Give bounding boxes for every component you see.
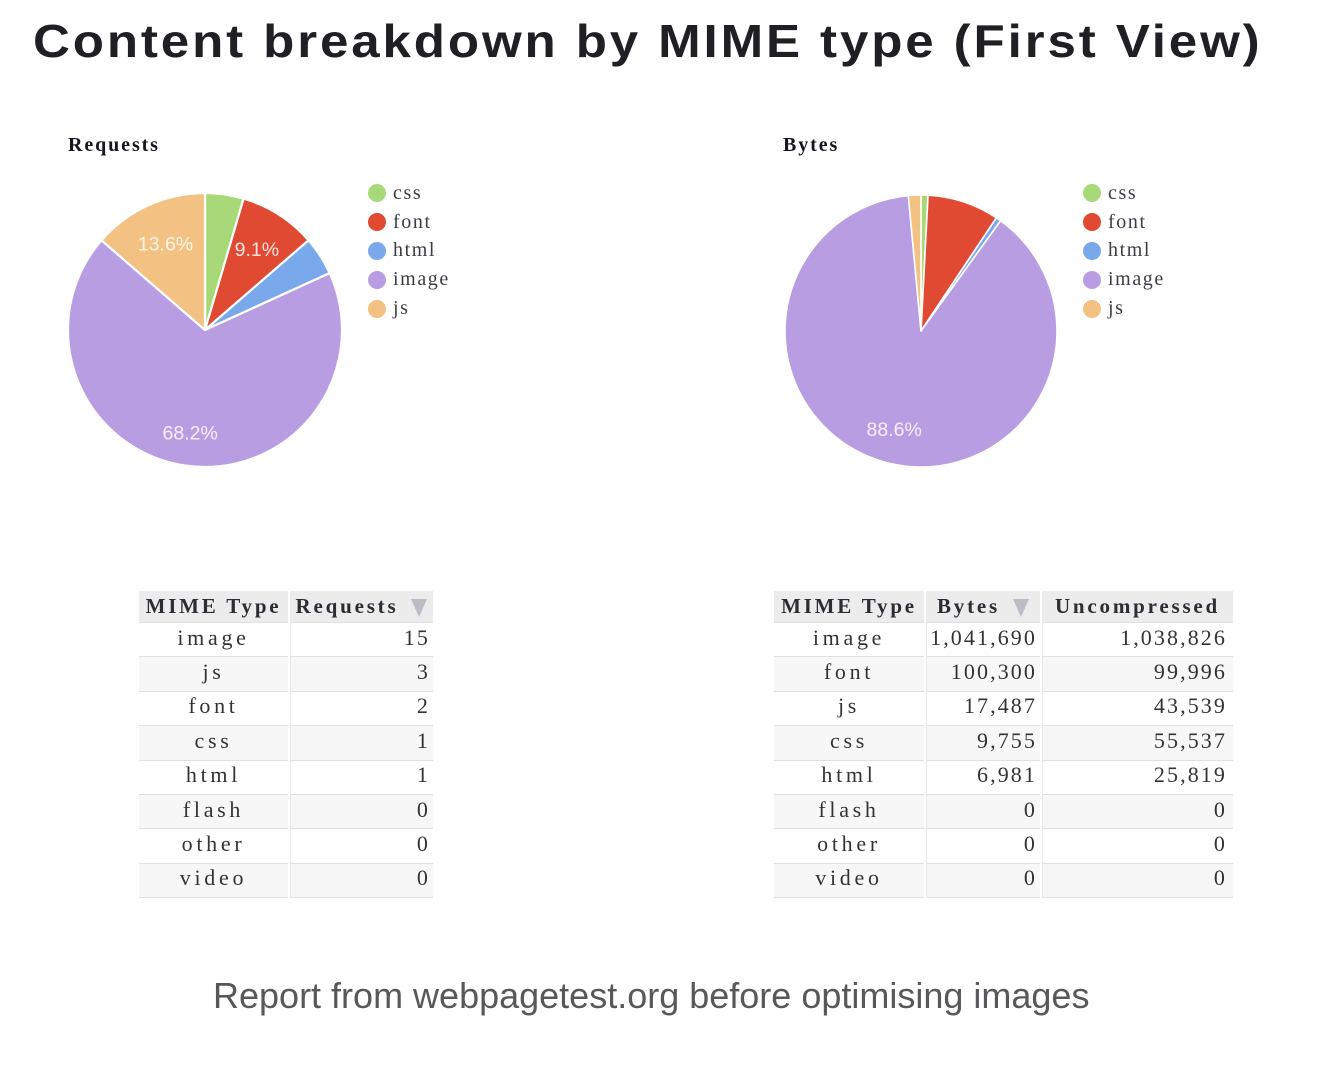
svg-text:13.6%: 13.6%: [138, 233, 193, 255]
svg-text:68.2%: 68.2%: [163, 423, 218, 445]
svg-text:9.1%: 9.1%: [235, 239, 279, 261]
svg-text:88.6%: 88.6%: [867, 419, 922, 441]
